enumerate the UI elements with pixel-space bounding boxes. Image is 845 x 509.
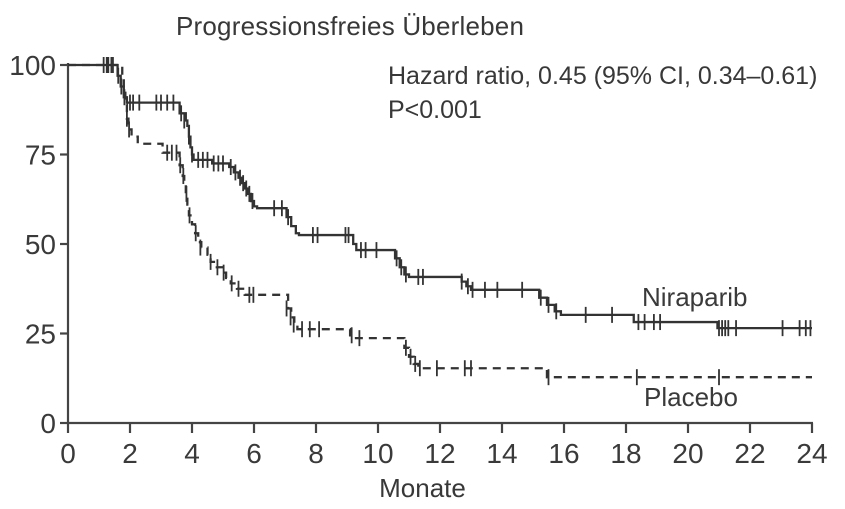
y-tick-label: 75 <box>25 140 56 171</box>
chart-title: Progressionsfreies Überleben <box>176 11 525 41</box>
y-tick-label: 25 <box>25 319 56 350</box>
y-tick-label: 50 <box>25 229 56 260</box>
x-tick-label: 8 <box>308 438 324 469</box>
x-tick-label: 20 <box>672 438 703 469</box>
x-tick-label: 22 <box>734 438 765 469</box>
x-tick-label: 16 <box>548 438 579 469</box>
series-curve-placebo <box>68 63 812 379</box>
x-tick-label: 4 <box>184 438 200 469</box>
y-tick-label: 100 <box>9 50 56 81</box>
x-tick-label: 14 <box>486 438 517 469</box>
placebo-series-label: Placebo <box>644 382 738 412</box>
x-tick-label: 6 <box>246 438 262 469</box>
p-value-line: P<0.001 <box>388 96 482 124</box>
hazard-ratio-annotation: Hazard ratio, 0.45 (95% CI, 0.34–0.61) P… <box>388 59 817 127</box>
x-tick-label: 0 <box>60 438 76 469</box>
x-tick-label: 12 <box>424 438 455 469</box>
y-tick-label: 0 <box>40 408 56 439</box>
x-tick-label: 24 <box>796 438 827 469</box>
hazard-ratio-line: Hazard ratio, 0.45 (95% CI, 0.34–0.61) <box>388 62 818 90</box>
niraparib-series-label: Niraparib <box>642 282 748 312</box>
x-tick-label: 2 <box>122 438 138 469</box>
series-curve-niraparib <box>68 63 812 330</box>
x-tick-label: 18 <box>610 438 641 469</box>
x-axis-title: Monate <box>379 473 466 503</box>
x-tick-label: 10 <box>362 438 393 469</box>
